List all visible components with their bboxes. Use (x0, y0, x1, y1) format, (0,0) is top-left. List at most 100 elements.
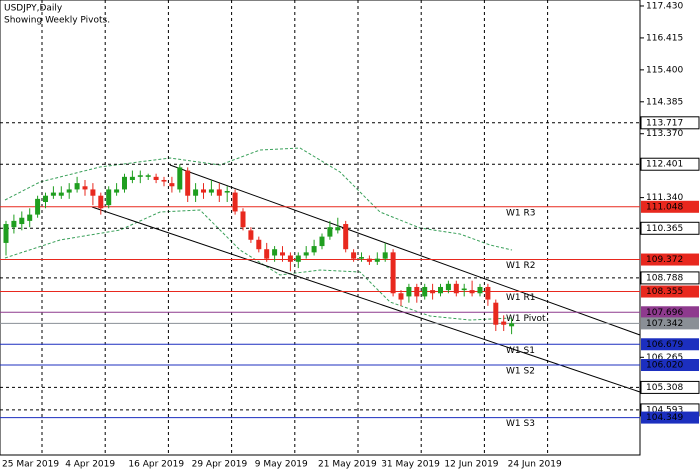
envelope-lower (4, 209, 513, 321)
candle-body (422, 286, 428, 297)
y-tick-label: 115.400 (646, 65, 683, 75)
x-tick-label: 29 Apr 2019 (192, 460, 248, 470)
candle-body (256, 239, 262, 250)
channel-upper (169, 164, 641, 336)
candle-body (461, 288, 467, 291)
pivot-name: W1 R1 (506, 293, 535, 303)
candle-body (438, 286, 443, 294)
x-tick-label: 9 May 2019 (255, 460, 308, 470)
pivot-label: 111.048 (646, 202, 683, 212)
pivot-label-box (641, 411, 699, 424)
level-label: 112.401 (646, 160, 683, 170)
pivot-label: 106.679 (646, 340, 683, 350)
candle-body (398, 293, 404, 300)
candle-body (216, 189, 222, 196)
candle-body (137, 175, 143, 177)
candle-body (74, 183, 80, 190)
pivot-label: 108.355 (646, 287, 683, 297)
candle-body (453, 283, 459, 294)
channel-lower (91, 206, 641, 393)
pivot-label: 104.349 (646, 413, 683, 423)
envelope-upper (4, 147, 513, 251)
pivot-label-box (641, 200, 699, 213)
candle-body (248, 230, 254, 240)
candle-body (27, 214, 33, 221)
candle-body (201, 189, 206, 193)
candle-body (114, 189, 120, 193)
candle-body (193, 189, 199, 196)
candle-body (58, 192, 64, 196)
candle-body (382, 252, 388, 259)
candle-body (177, 167, 183, 190)
level-label: 104.593 (646, 405, 683, 415)
x-tick-label: 4 Apr 2019 (65, 460, 115, 470)
pivot-label-box (641, 306, 699, 319)
y-tick-label: 106.265 (646, 353, 683, 363)
x-tick-label: 25 Mar 2019 (2, 460, 59, 470)
level-label: 105.308 (646, 383, 683, 393)
pivot-name: W1 S2 (506, 367, 535, 377)
pivot-label-box (641, 253, 699, 266)
level-label-box (640, 380, 700, 394)
candle-body (327, 227, 333, 237)
level-label: 110.365 (646, 224, 683, 234)
pivot-name: W1 S1 (506, 346, 535, 356)
candle-body (129, 176, 135, 180)
y-tick-label: 116.415 (646, 33, 683, 43)
candle-body (153, 176, 159, 180)
annotations (4, 147, 641, 393)
y-tick-label: 114.385 (646, 97, 683, 107)
candle-body (493, 302, 499, 325)
x-tick-label: 31 May 2019 (381, 460, 440, 470)
y-tick-label: 113.370 (646, 129, 683, 139)
candle-body (208, 189, 214, 193)
level-label: 113.717 (646, 118, 683, 128)
candle-body (359, 257, 364, 259)
candle-body (295, 255, 301, 262)
candle-body (477, 286, 483, 294)
pivot-label-box (641, 359, 699, 372)
x-tick-label: 21 May 2019 (318, 460, 377, 470)
pivot-label: 106.020 (646, 361, 683, 371)
candle-body (185, 170, 191, 196)
level-label: 108.788 (646, 273, 683, 283)
candle-body (66, 189, 72, 193)
candle-body (445, 283, 451, 291)
candle-body (240, 211, 246, 228)
level-label-box (640, 157, 700, 171)
x-tick-label: 24 Jun 2019 (508, 460, 562, 470)
candle-body (122, 176, 127, 190)
candle-body (264, 249, 270, 259)
candle-body (98, 195, 104, 209)
candle-body (169, 183, 175, 187)
candle-body (390, 252, 396, 294)
chart-title: USDJPY,Daily (4, 4, 63, 14)
candle-body (509, 323, 515, 327)
candle-body (311, 246, 317, 253)
pivot-label: 107.696 (646, 308, 683, 318)
candle-body (19, 217, 25, 225)
current-price-box (641, 317, 699, 330)
chart-subtitle: Showing Weekly Pivots. (4, 16, 110, 26)
level-label-box (640, 221, 700, 235)
pivot-label: 109.372 (646, 255, 683, 265)
candle-body (335, 227, 341, 231)
candle-body (501, 321, 507, 325)
candle-body (303, 252, 309, 256)
candle-body (161, 179, 167, 182)
candle-body (232, 192, 238, 212)
pivot-name: W1 R2 (506, 261, 535, 271)
candle-body (3, 224, 9, 243)
candle-body (11, 220, 17, 228)
level-label-box (640, 116, 700, 130)
pivot-label-box (641, 338, 699, 351)
current-price-label: 107.342 (646, 319, 683, 329)
y-tick-label: 117.430 (646, 1, 683, 11)
candle-body (224, 190, 230, 193)
level-label-box (640, 271, 700, 285)
candle-body (82, 186, 88, 190)
candle-body (319, 236, 325, 247)
candle-body (485, 286, 491, 300)
x-tick-label: 16 Apr 2019 (128, 460, 184, 470)
candle-body (43, 195, 48, 203)
